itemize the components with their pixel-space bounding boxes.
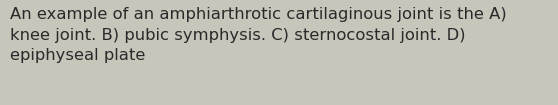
Text: An example of an amphiarthrotic cartilaginous joint is the A)
knee joint. B) pub: An example of an amphiarthrotic cartilag…: [10, 7, 507, 63]
